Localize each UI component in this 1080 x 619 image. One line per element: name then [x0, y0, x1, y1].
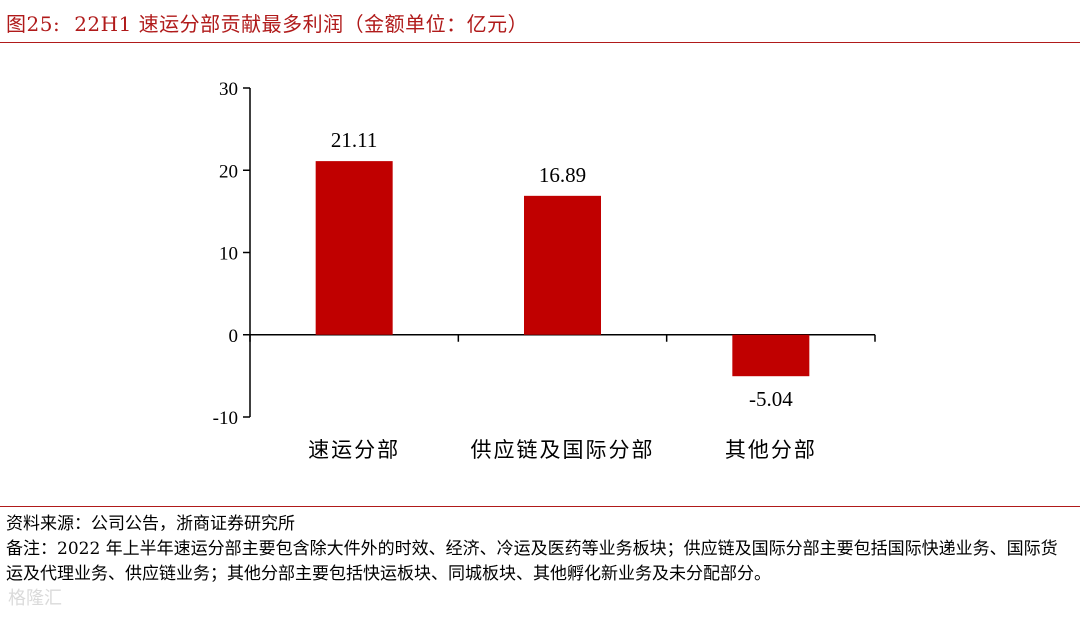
figure-label: 图25:	[6, 12, 61, 36]
data-label: 21.11	[331, 128, 377, 152]
x-category-label: 供应链及国际分部	[471, 438, 655, 462]
note-text: 备注：2022 年上半年速运分部主要包含除大件外的时效、经济、冷运及医药等业务板…	[6, 539, 1058, 584]
y-tick-label: 0	[229, 326, 239, 347]
y-tick-label: -10	[213, 408, 238, 429]
bar	[524, 195, 601, 335]
x-category-label: 其他分部	[725, 438, 817, 462]
y-tick-label: 10	[219, 244, 238, 265]
title-divider	[0, 42, 1080, 43]
bar	[315, 161, 393, 335]
data-label: -5.04	[749, 387, 793, 411]
footer-divider	[0, 506, 1080, 507]
bar-chart: 30 20 10 0 -10 21.11 速运分部 16.89 供应链及国际分部 -5.04 其他分…	[213, 79, 876, 462]
watermark: 格隆汇	[8, 588, 62, 609]
y-tick-label: 20	[219, 161, 238, 182]
figure-title: 22H1 速运分部贡献最多利润（金额单位：亿元）	[74, 12, 529, 36]
bar	[732, 334, 810, 377]
y-tick-label: 30	[219, 79, 238, 100]
data-label: 16.89	[539, 163, 586, 187]
footer-notes: 资料来源：公司公告，浙商证券研究所 备注：2022 年上半年速运分部主要包含除大…	[6, 512, 1072, 587]
chart-title: 图25: 22H1 速运分部贡献最多利润（金额单位：亿元）	[6, 8, 528, 36]
source-text: 资料来源：公司公告，浙商证券研究所	[6, 514, 295, 534]
x-category-label: 速运分部	[308, 438, 400, 462]
